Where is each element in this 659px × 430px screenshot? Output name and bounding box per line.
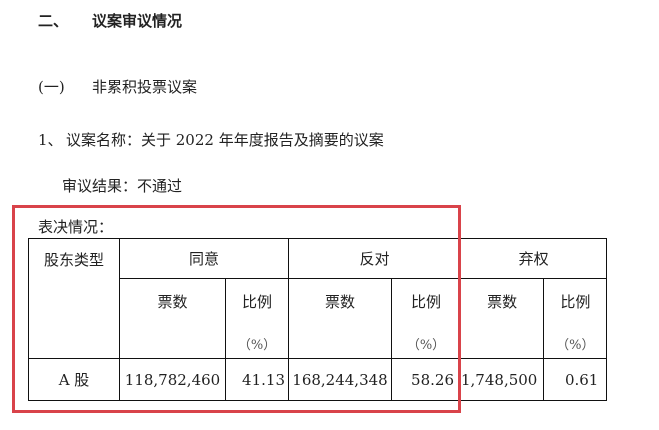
oppose-votes-header: 票数 (288, 278, 392, 359)
section-title: 议案审议情况 (92, 12, 183, 30)
vote-label: 表决情况： (38, 218, 114, 236)
pct-label: （%） (556, 338, 595, 353)
agree-ratio-header: 比例 （%） (225, 278, 289, 359)
agree-ratio: 41.13 (225, 358, 289, 401)
abstain-ratio-header: 比例 （%） (543, 278, 608, 359)
subsection-title: 非累积投票议案 (92, 78, 198, 96)
table-row: A 股 118,782,460 41.13 168,244,348 58.26 … (28, 358, 608, 401)
motion-result: 审议结果：不通过 (62, 177, 183, 195)
ratio-label: 比例 (241, 293, 272, 311)
oppose-votes: 168,244,348 (288, 358, 392, 401)
pct-label: （%） (237, 338, 277, 353)
votes-label: 票数 (324, 293, 355, 311)
agree-votes: 118,782,460 (119, 358, 226, 401)
vote-table: 股东类型 同意 反对 弃权 票数 比例 （%） 票数 比例 （%） 票数 比例 （%）… (28, 238, 608, 401)
agree-votes-header: 票数 (119, 278, 226, 359)
abstain-votes: 1,748,500 (459, 358, 545, 401)
header-abstain: 弃权 (459, 238, 608, 279)
motion-number: 1、 (38, 131, 63, 149)
subsection-number: (一) (38, 78, 65, 96)
votes-label: 票数 (157, 293, 188, 311)
header-oppose: 反对 (288, 238, 461, 279)
header-agree: 同意 (119, 238, 289, 279)
row-type: A 股 (28, 358, 120, 401)
abstain-ratio: 0.61 (543, 358, 608, 401)
ratio-label: 比例 (560, 293, 591, 311)
header-type: 股东类型 (28, 238, 120, 359)
section-number: 二、 (38, 12, 69, 30)
pct-label: （%） (406, 338, 446, 353)
oppose-ratio-header: 比例 （%） (391, 278, 461, 359)
highlight-box (12, 205, 461, 413)
ratio-label: 比例 (410, 293, 441, 311)
motion-name: 议案名称：关于 2022 年年度报告及摘要的议案 (66, 131, 384, 149)
abstain-votes-header: 票数 (459, 278, 545, 359)
votes-label: 票数 (487, 293, 518, 311)
oppose-ratio: 58.26 (391, 358, 461, 401)
